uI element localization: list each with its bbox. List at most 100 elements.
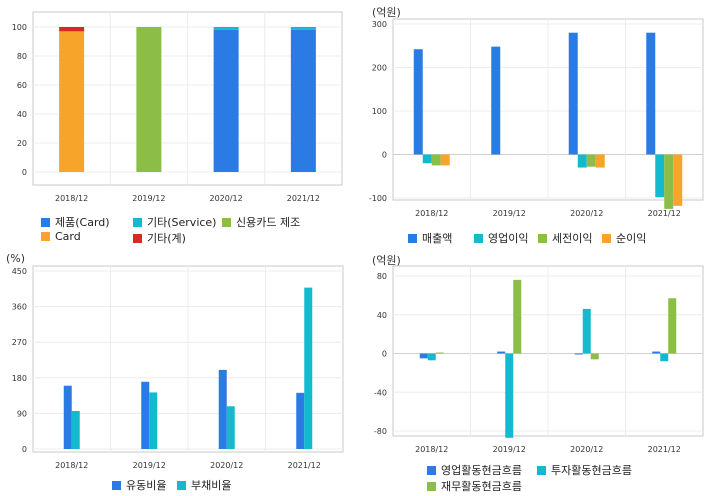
legend-swatch xyxy=(177,480,186,490)
legend-item-investing-cashflow: 투자활동현금흐름 xyxy=(537,462,632,478)
y-tick-label: 60 xyxy=(17,81,27,90)
x-tick-label: 2021/12 xyxy=(287,194,320,203)
legend-item-net-income: 순이익 xyxy=(602,230,646,246)
legend-swatch xyxy=(41,217,50,227)
legend-item-other-total: 기타(계) xyxy=(133,230,186,246)
bar xyxy=(505,353,514,438)
chart-ratios-svg: 0 90 180 270 360 450 2018/12 2019/12 2020/12 2021… xyxy=(12,265,344,470)
legend-item-debt-ratio: 부채비율 xyxy=(177,477,231,493)
y-tick-label: 40 xyxy=(17,110,27,119)
legend-swatch xyxy=(538,233,547,243)
y-tick-label: 80 xyxy=(377,272,387,281)
bar xyxy=(660,353,669,362)
x-tick-label: 2020/12 xyxy=(570,445,603,454)
legend-label: 기타(계) xyxy=(147,232,186,245)
y-tick-label: 40 xyxy=(377,311,387,320)
y-tick-label: 0 xyxy=(22,168,27,177)
legend-label: 재무활동현금흐름 xyxy=(441,480,522,493)
y-tick-label: 200 xyxy=(372,64,387,73)
bar xyxy=(668,298,677,354)
bar xyxy=(586,154,596,167)
legend-item-credit-card-manufacturing: 신용카드 제조 xyxy=(222,214,300,230)
y-tick-label: -100 xyxy=(369,194,387,203)
legend-income: 매출액 영업이익 세전이익 순이익 xyxy=(360,0,720,248)
legend-label: Card xyxy=(55,230,81,243)
bar xyxy=(427,353,436,361)
x-tick-label: 2020/12 xyxy=(210,194,243,203)
legend-cashflow: 영업활동현금흐름 투자활동현금흐름 재무활동현금흐름 xyxy=(360,248,720,496)
bar xyxy=(59,31,85,172)
y-tick-label: 90 xyxy=(17,409,27,418)
legend-swatch xyxy=(133,233,142,243)
bar xyxy=(655,154,665,198)
y-tick-label: 270 xyxy=(12,338,27,347)
y-tick-label: 100 xyxy=(372,107,387,116)
legend-item-current-ratio: 유동비율 xyxy=(112,477,166,493)
legend-item-card: Card xyxy=(41,230,81,243)
chart-product-mix: 0 20 40 60 80 100 2018/12 2019/12 2020/12 2021/12… xyxy=(0,0,360,248)
legend-label: 기타(Service) xyxy=(147,216,217,229)
chart-cashflow-svg: -80 -40 0 40 80 2018/12 2019/12 2020/12 2021/12 xyxy=(374,265,704,454)
legend-item-operating-income: 영업이익 xyxy=(474,230,528,246)
x-tick-label: 2019/12 xyxy=(493,209,526,218)
legend-swatch xyxy=(222,217,231,227)
y-tick-label: 180 xyxy=(12,374,27,383)
bar xyxy=(149,392,158,449)
bar xyxy=(136,27,162,172)
bar xyxy=(652,351,661,354)
y-tick-label: -40 xyxy=(374,388,387,397)
legend-label: 매출액 xyxy=(422,232,453,245)
legend-swatch xyxy=(41,232,50,241)
legend-label: 영업이익 xyxy=(488,232,529,245)
unit-label: (억원) xyxy=(372,6,401,19)
chart-product-mix-svg: 0 20 40 60 80 100 2018/12 2019/12 2020/12 2021/12 xyxy=(12,11,343,203)
bar xyxy=(63,385,72,449)
legend-label: 세전이익 xyxy=(552,232,593,245)
x-tick-label: 2020/12 xyxy=(210,461,243,470)
y-tick-label: 0 xyxy=(22,445,27,454)
y-tick-label: 80 xyxy=(17,52,27,61)
bar xyxy=(59,27,85,32)
y-tick-label: 360 xyxy=(12,303,27,312)
bar xyxy=(290,27,316,30)
y-tick-label: 0 xyxy=(382,350,387,359)
bar xyxy=(497,351,506,354)
y-tick-label: 0 xyxy=(382,151,387,160)
x-tick-label: 2018/12 xyxy=(55,194,88,203)
bar xyxy=(513,279,522,354)
legend-swatch xyxy=(427,481,436,491)
bar xyxy=(568,32,578,155)
chart-cashflow: (억원) -80 -40 0 40 80 2018/12 2019/12 2020/12 202… xyxy=(360,248,720,496)
bar xyxy=(673,154,683,206)
bar xyxy=(141,381,150,449)
bar xyxy=(664,154,674,209)
unit-label: (억원) xyxy=(372,254,401,267)
bar xyxy=(491,46,501,155)
x-tick-label: 2021/12 xyxy=(648,209,681,218)
y-tick-label: 20 xyxy=(17,139,27,148)
legend-item-pretax-income: 세전이익 xyxy=(538,230,592,246)
y-tick-label: 300 xyxy=(372,20,387,29)
bar xyxy=(440,154,450,166)
bar xyxy=(71,411,80,449)
x-tick-label: 2019/12 xyxy=(493,445,526,454)
bar xyxy=(431,154,441,166)
x-tick-label: 2020/12 xyxy=(570,209,603,218)
x-tick-label: 2021/12 xyxy=(648,445,681,454)
x-tick-label: 2019/12 xyxy=(133,461,166,470)
legend-label: 제품(Card) xyxy=(55,216,110,229)
legend-swatch xyxy=(602,233,611,243)
x-tick-label: 2018/12 xyxy=(55,461,88,470)
x-tick-label: 2019/12 xyxy=(132,194,165,203)
x-tick-label: 2018/12 xyxy=(415,209,448,218)
bar xyxy=(574,353,583,355)
bar xyxy=(422,154,432,164)
legend-product-mix: 제품(Card) 기타(Service) 신용카드 제조 Card 기타(계) xyxy=(0,0,360,248)
legend-label: 부채비율 xyxy=(191,479,232,492)
chart-income: (억원) -100 0 100 200 300 2018/12 2019/12 2020/12… xyxy=(360,0,720,248)
chart-ratios: (%) 0 90 180 270 360 450 2018/12 2019/12 2020/12… xyxy=(0,248,360,496)
bar xyxy=(213,27,239,30)
legend-swatch xyxy=(474,233,483,243)
legend-item-other-service: 기타(Service) xyxy=(133,214,216,230)
bar xyxy=(218,369,227,449)
